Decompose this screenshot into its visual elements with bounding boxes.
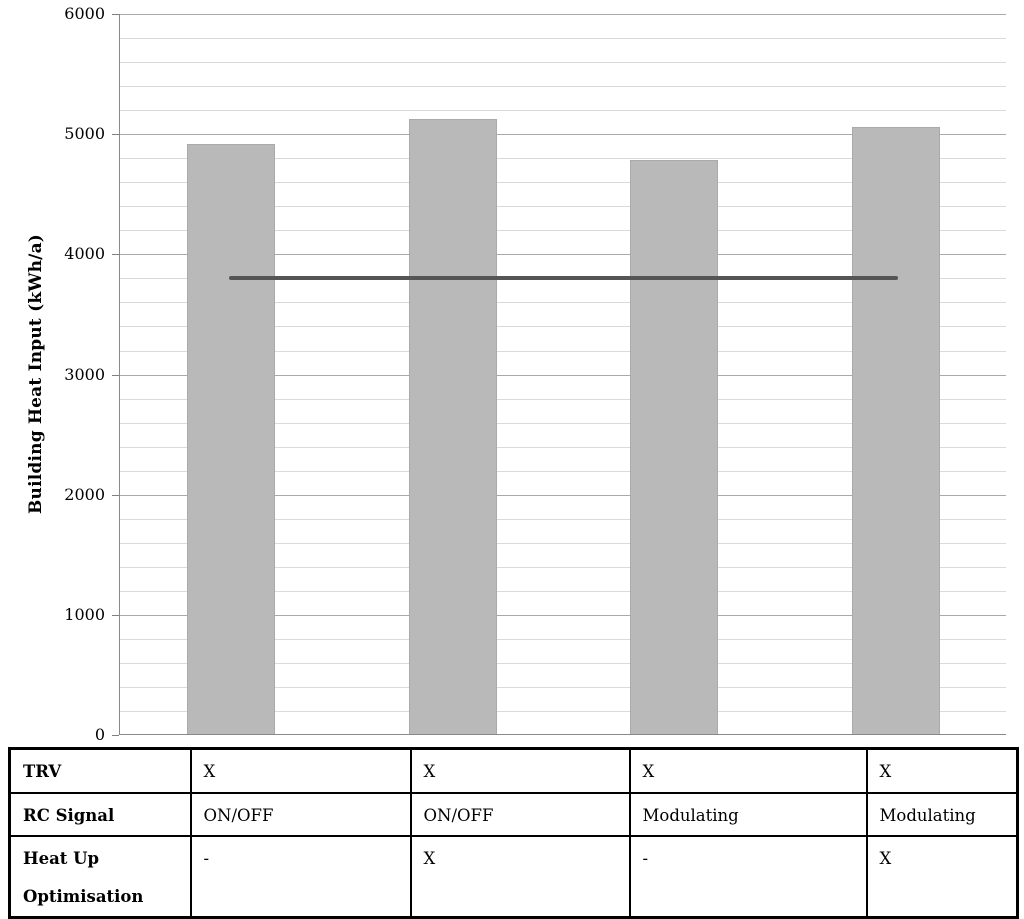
table-cell: Modulating	[865, 791, 1019, 837]
minor-gridline-600	[120, 662, 1006, 664]
bar-1	[186, 144, 275, 734]
bar-3	[630, 159, 719, 734]
bar-chart: Building Heat Input (kWh/a) 0 1000 2000 300…	[0, 0, 1006, 747]
minor-gridline-3200	[120, 350, 1006, 352]
minor-gridline-2800	[120, 398, 1006, 400]
row-label: Heat Up Optimisation	[8, 834, 192, 918]
table-cell: X	[628, 747, 868, 794]
table-cell: X	[865, 747, 1019, 794]
minor-gridline-3600	[120, 302, 1006, 304]
minor-gridline-400	[120, 686, 1006, 688]
row-label: TRV	[8, 747, 192, 794]
major-gridline-3000	[120, 374, 1006, 376]
table-cell: X	[409, 834, 631, 918]
config-table: TRV X X X X RC Signal ON/OFF ON/OFF Modulating Mo…	[8, 747, 1019, 919]
minor-gridline-4200	[120, 230, 1006, 232]
minor-gridline-2400	[120, 446, 1006, 448]
plot-area	[119, 14, 1006, 735]
table-row-heat-up-optimisation: Heat Up Optimisation - X - X	[8, 834, 1019, 918]
minor-gridline-800	[120, 638, 1006, 640]
y-tick-label-6000: 6000	[64, 4, 105, 23]
y-axis: 0 1000 2000 3000 4000 5000 6000	[0, 0, 119, 747]
y-tick-label-0: 0	[94, 725, 105, 744]
major-gridline-6000	[120, 14, 1006, 15]
table-cell: -	[189, 834, 412, 918]
minor-gridline-4800	[120, 158, 1006, 160]
y-tick-mark-6000	[112, 14, 119, 15]
table-cell: ON/OFF	[409, 791, 631, 837]
minor-gridline-5600	[120, 62, 1006, 64]
major-gridline-5000	[120, 134, 1006, 136]
minor-gridline-1400	[120, 566, 1006, 568]
table-cell: X	[189, 747, 412, 794]
minor-gridline-5200	[120, 110, 1006, 112]
minor-gridline-5800	[120, 38, 1006, 39]
y-tick-mark-3000	[112, 374, 119, 376]
major-gridline-2000	[120, 494, 1006, 496]
minor-gridline-4400	[120, 206, 1006, 208]
y-tick-label-2000: 2000	[64, 484, 105, 504]
y-tick-mark-4000	[112, 254, 119, 256]
major-gridline-4000	[120, 254, 1006, 256]
y-tick-label-3000: 3000	[64, 364, 105, 384]
table-row-rc-signal: RC Signal ON/OFF ON/OFF Modulating Modulatin…	[8, 791, 1019, 837]
table-cell: -	[628, 834, 868, 918]
table-cell: X	[865, 834, 1019, 918]
y-tick-mark-5000	[112, 134, 119, 136]
table-row-trv: TRV X X X X	[8, 747, 1019, 794]
y-tick-mark-2000	[112, 494, 119, 496]
config-table-body: TRV X X X X RC Signal ON/OFF ON/OFF Modulating Mo…	[8, 747, 1019, 918]
y-tick-label-5000: 5000	[64, 124, 105, 144]
minor-gridline-2200	[120, 470, 1006, 472]
minor-gridline-1600	[120, 542, 1006, 544]
minor-gridline-1800	[120, 518, 1006, 520]
y-tick-label-4000: 4000	[64, 244, 105, 264]
table-cell: X	[409, 747, 631, 794]
major-gridline-1000	[120, 614, 1006, 616]
minor-gridline-200	[120, 711, 1006, 712]
y-tick-mark-1000	[112, 614, 119, 616]
minor-gridline-3400	[120, 326, 1006, 328]
minor-gridline-1200	[120, 590, 1006, 592]
y-tick-mark-0	[112, 735, 119, 736]
reference-line	[228, 276, 899, 281]
minor-gridline-4600	[120, 182, 1006, 184]
row-label: RC Signal	[8, 791, 192, 837]
table-cell: ON/OFF	[189, 791, 412, 837]
bar-4	[852, 127, 941, 734]
y-tick-label-1000: 1000	[64, 604, 105, 624]
minor-gridline-5400	[120, 86, 1006, 88]
table-cell: Modulating	[628, 791, 868, 837]
minor-gridline-2600	[120, 422, 1006, 424]
bar-2	[408, 118, 497, 734]
